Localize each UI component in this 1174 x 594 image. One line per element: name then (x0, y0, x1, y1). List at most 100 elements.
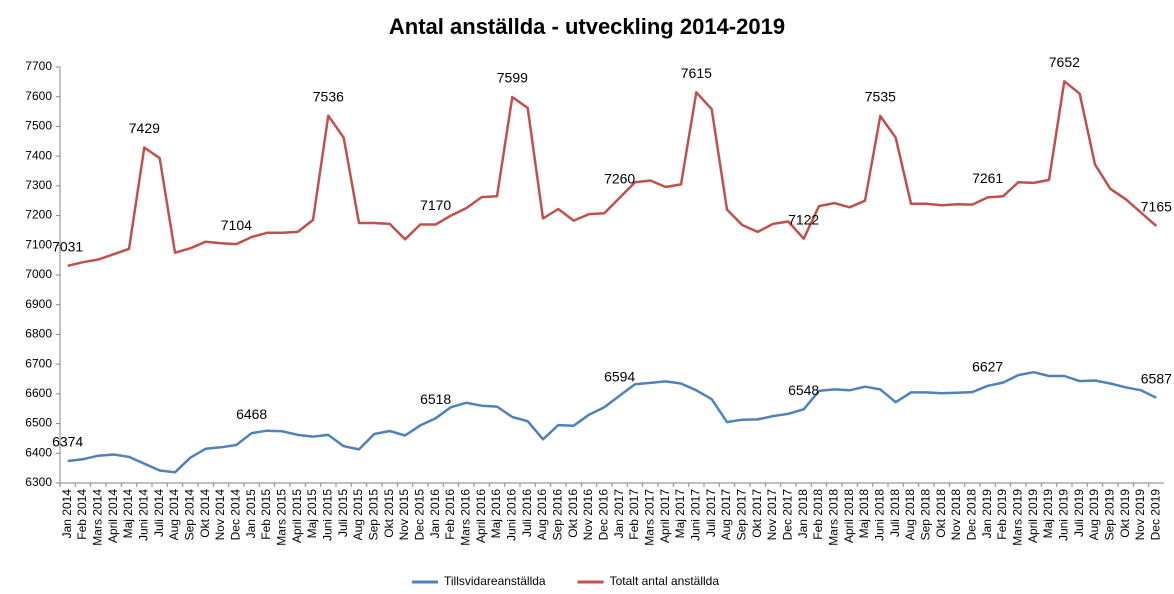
y-tick-label: 6400 (25, 445, 52, 459)
x-tick-label: Juni 2018 (873, 489, 887, 541)
x-tick-label: Juli 2014 (152, 489, 166, 537)
x-tick-label: Mars 2019 (1011, 489, 1025, 546)
x-tick-label: Sep 2019 (1103, 489, 1117, 541)
x-tick-label: Feb 2014 (75, 489, 89, 540)
x-tick-label: Aug 2016 (535, 489, 549, 541)
data-label: 6548 (788, 382, 819, 398)
y-tick-label: 7100 (25, 237, 52, 251)
x-tick-label: Jan 2019 (980, 489, 994, 539)
x-tick-label: Dec 2016 (597, 489, 611, 541)
data-label: 7261 (972, 170, 1003, 186)
data-label: 6374 (52, 434, 83, 450)
series-line (67, 80, 1158, 268)
x-tick-label: Okt 2015 (382, 489, 396, 538)
x-tick-label: Okt 2014 (198, 489, 212, 538)
x-tick-label: Mars 2015 (275, 489, 289, 546)
x-tick-label: Mars 2016 (459, 489, 473, 546)
x-tick-label: April 2019 (1026, 489, 1040, 543)
x-tick-label: Feb 2019 (995, 489, 1009, 540)
data-label: 7652 (1049, 54, 1080, 70)
data-label: 7615 (681, 65, 712, 81)
x-tick-label: Maj 2018 (857, 489, 871, 539)
x-tick-label: Juli 2019 (1072, 489, 1086, 537)
y-tick-label: 6900 (25, 297, 52, 311)
x-tick-label: Okt 2018 (934, 489, 948, 538)
x-tick-label: April 2018 (842, 489, 856, 543)
x-tick-label: Maj 2017 (673, 489, 687, 539)
x-tick-label: Nov 2018 (949, 489, 963, 541)
data-label: 7429 (129, 120, 160, 136)
x-tick-label: Dec 2018 (965, 489, 979, 541)
y-tick-label: 6600 (25, 386, 52, 400)
x-tick-label: Maj 2014 (121, 489, 135, 539)
x-tick-label: April 2017 (658, 489, 672, 543)
x-tick-label: Feb 2018 (811, 489, 825, 540)
data-label: 6627 (972, 359, 1003, 375)
x-tick-label: Maj 2016 (489, 489, 503, 539)
x-tick-label: Aug 2018 (903, 489, 917, 541)
y-tick-label: 7000 (25, 267, 52, 281)
x-tick-label: Mars 2018 (827, 489, 841, 546)
x-tick-label: Jan 2014 (60, 489, 74, 539)
x-tick-label: Maj 2015 (305, 489, 319, 539)
x-tick-label: Sep 2018 (919, 489, 933, 541)
x-tick-label: Aug 2019 (1087, 489, 1101, 541)
x-tick-label: Feb 2017 (627, 489, 641, 540)
x-tick-label: Juli 2017 (704, 489, 718, 537)
y-tick-label: 6300 (25, 475, 52, 489)
legend-label: Tillsvidareanställda (444, 574, 546, 588)
y-tick-label: 6800 (25, 327, 52, 341)
x-tick-label: Mars 2017 (643, 489, 657, 546)
y-tick-label: 7200 (25, 208, 52, 222)
x-tick-label: Juni 2015 (321, 489, 335, 541)
x-tick-label: Aug 2014 (167, 489, 181, 541)
x-tick-label: Juni 2016 (505, 489, 519, 541)
data-label: 7122 (788, 211, 819, 227)
x-tick-label: Nov 2017 (765, 489, 779, 541)
y-tick-label: 7700 (25, 59, 52, 73)
series-line (67, 370, 1157, 474)
x-tick-label: Feb 2016 (443, 489, 457, 540)
data-label: 7536 (313, 88, 344, 104)
x-tick-label: Juli 2016 (520, 489, 534, 537)
x-tick-label: Nov 2019 (1133, 489, 1147, 541)
y-tick-label: 6500 (25, 416, 52, 430)
x-tick-label: Juli 2018 (888, 489, 902, 537)
x-tick-label: April 2015 (290, 489, 304, 543)
x-tick-label: Jan 2016 (428, 489, 442, 539)
x-tick-label: Sep 2015 (367, 489, 381, 541)
y-tick-label: 7300 (25, 178, 52, 192)
data-label: 7599 (497, 70, 528, 86)
y-tick-label: 7500 (25, 119, 52, 133)
x-tick-label: Okt 2019 (1118, 489, 1132, 538)
x-tick-label: Dec 2017 (781, 489, 795, 541)
x-tick-label: Aug 2015 (351, 489, 365, 541)
data-label: 6594 (604, 368, 635, 384)
x-tick-label: Juni 2019 (1057, 489, 1071, 541)
x-tick-label: Jan 2018 (796, 489, 810, 539)
x-tick-label: Okt 2017 (750, 489, 764, 538)
data-label: 7535 (865, 89, 896, 105)
x-tick-label: Dec 2014 (229, 489, 243, 541)
data-label: 6468 (236, 406, 267, 422)
data-label: 7260 (604, 170, 635, 186)
data-label: 7165 (1141, 199, 1172, 215)
x-tick-label: Juli 2015 (336, 489, 350, 537)
x-tick-label: Sep 2016 (551, 489, 565, 541)
x-tick-label: Dec 2015 (413, 489, 427, 541)
x-tick-label: Maj 2019 (1041, 489, 1055, 539)
data-label: 7104 (221, 217, 252, 233)
x-tick-label: Sep 2017 (735, 489, 749, 541)
y-tick-label: 7400 (25, 148, 52, 162)
data-label: 6518 (420, 391, 451, 407)
y-tick-label: 6700 (25, 356, 52, 370)
data-label: 6587 (1141, 370, 1172, 386)
data-label: 7031 (52, 238, 83, 254)
y-tick-label: 7600 (25, 89, 52, 103)
x-tick-label: Jan 2015 (244, 489, 258, 539)
x-tick-label: April 2014 (106, 489, 120, 543)
x-tick-label: Sep 2014 (183, 489, 197, 541)
x-tick-label: April 2016 (474, 489, 488, 543)
x-tick-label: Nov 2016 (581, 489, 595, 541)
